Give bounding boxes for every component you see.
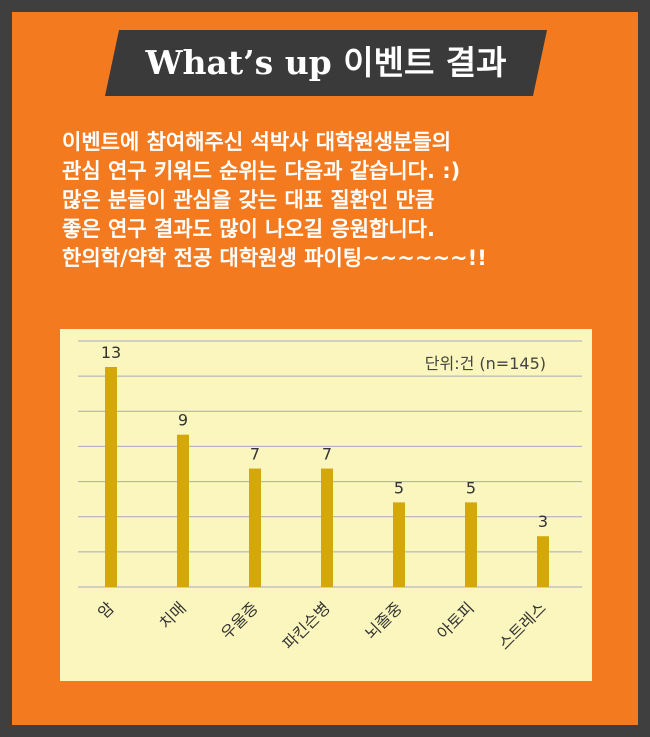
bar	[321, 468, 333, 587]
page-title: What’s up 이벤트 결과	[145, 43, 507, 82]
bar	[393, 502, 405, 587]
data-label: 5	[466, 478, 476, 497]
bar	[105, 367, 117, 587]
bar	[249, 468, 261, 587]
intro-line: 관심 연구 키워드 순위는 다음과 같습니다. :)	[62, 159, 461, 183]
data-label: 13	[101, 343, 121, 362]
intro-line: 한의학/약학 전공 대학원생 파이팅~~~~~~!!	[62, 246, 487, 270]
intro-line: 많은 분들이 관심을 갖는 대표 질환인 만큼	[62, 188, 435, 212]
data-label: 9	[178, 411, 188, 430]
data-label: 7	[250, 445, 260, 464]
data-label: 3	[538, 512, 548, 531]
data-label: 5	[394, 478, 404, 497]
intro-text: 이벤트에 참여해주신 석박사 대학원생분들의 관심 연구 키워드 순위는 다음과…	[62, 128, 622, 273]
bar	[537, 536, 549, 587]
bar-chart: 단위:건 (n=145) 13 암 9 치매 7 우울증 7 파킨슨병 5 뇌졸중 5 아토피 3 스트레스	[60, 329, 592, 681]
intro-line: 좋은 연구 결과도 많이 나오길 응원합니다.	[62, 217, 435, 241]
intro-line: 이벤트에 참여해주신 석박사 대학원생분들의	[62, 130, 452, 154]
data-label: 7	[322, 445, 332, 464]
unit-note: 단위:건 (n=145)	[425, 354, 546, 373]
bar	[177, 434, 189, 587]
bar	[465, 502, 477, 587]
